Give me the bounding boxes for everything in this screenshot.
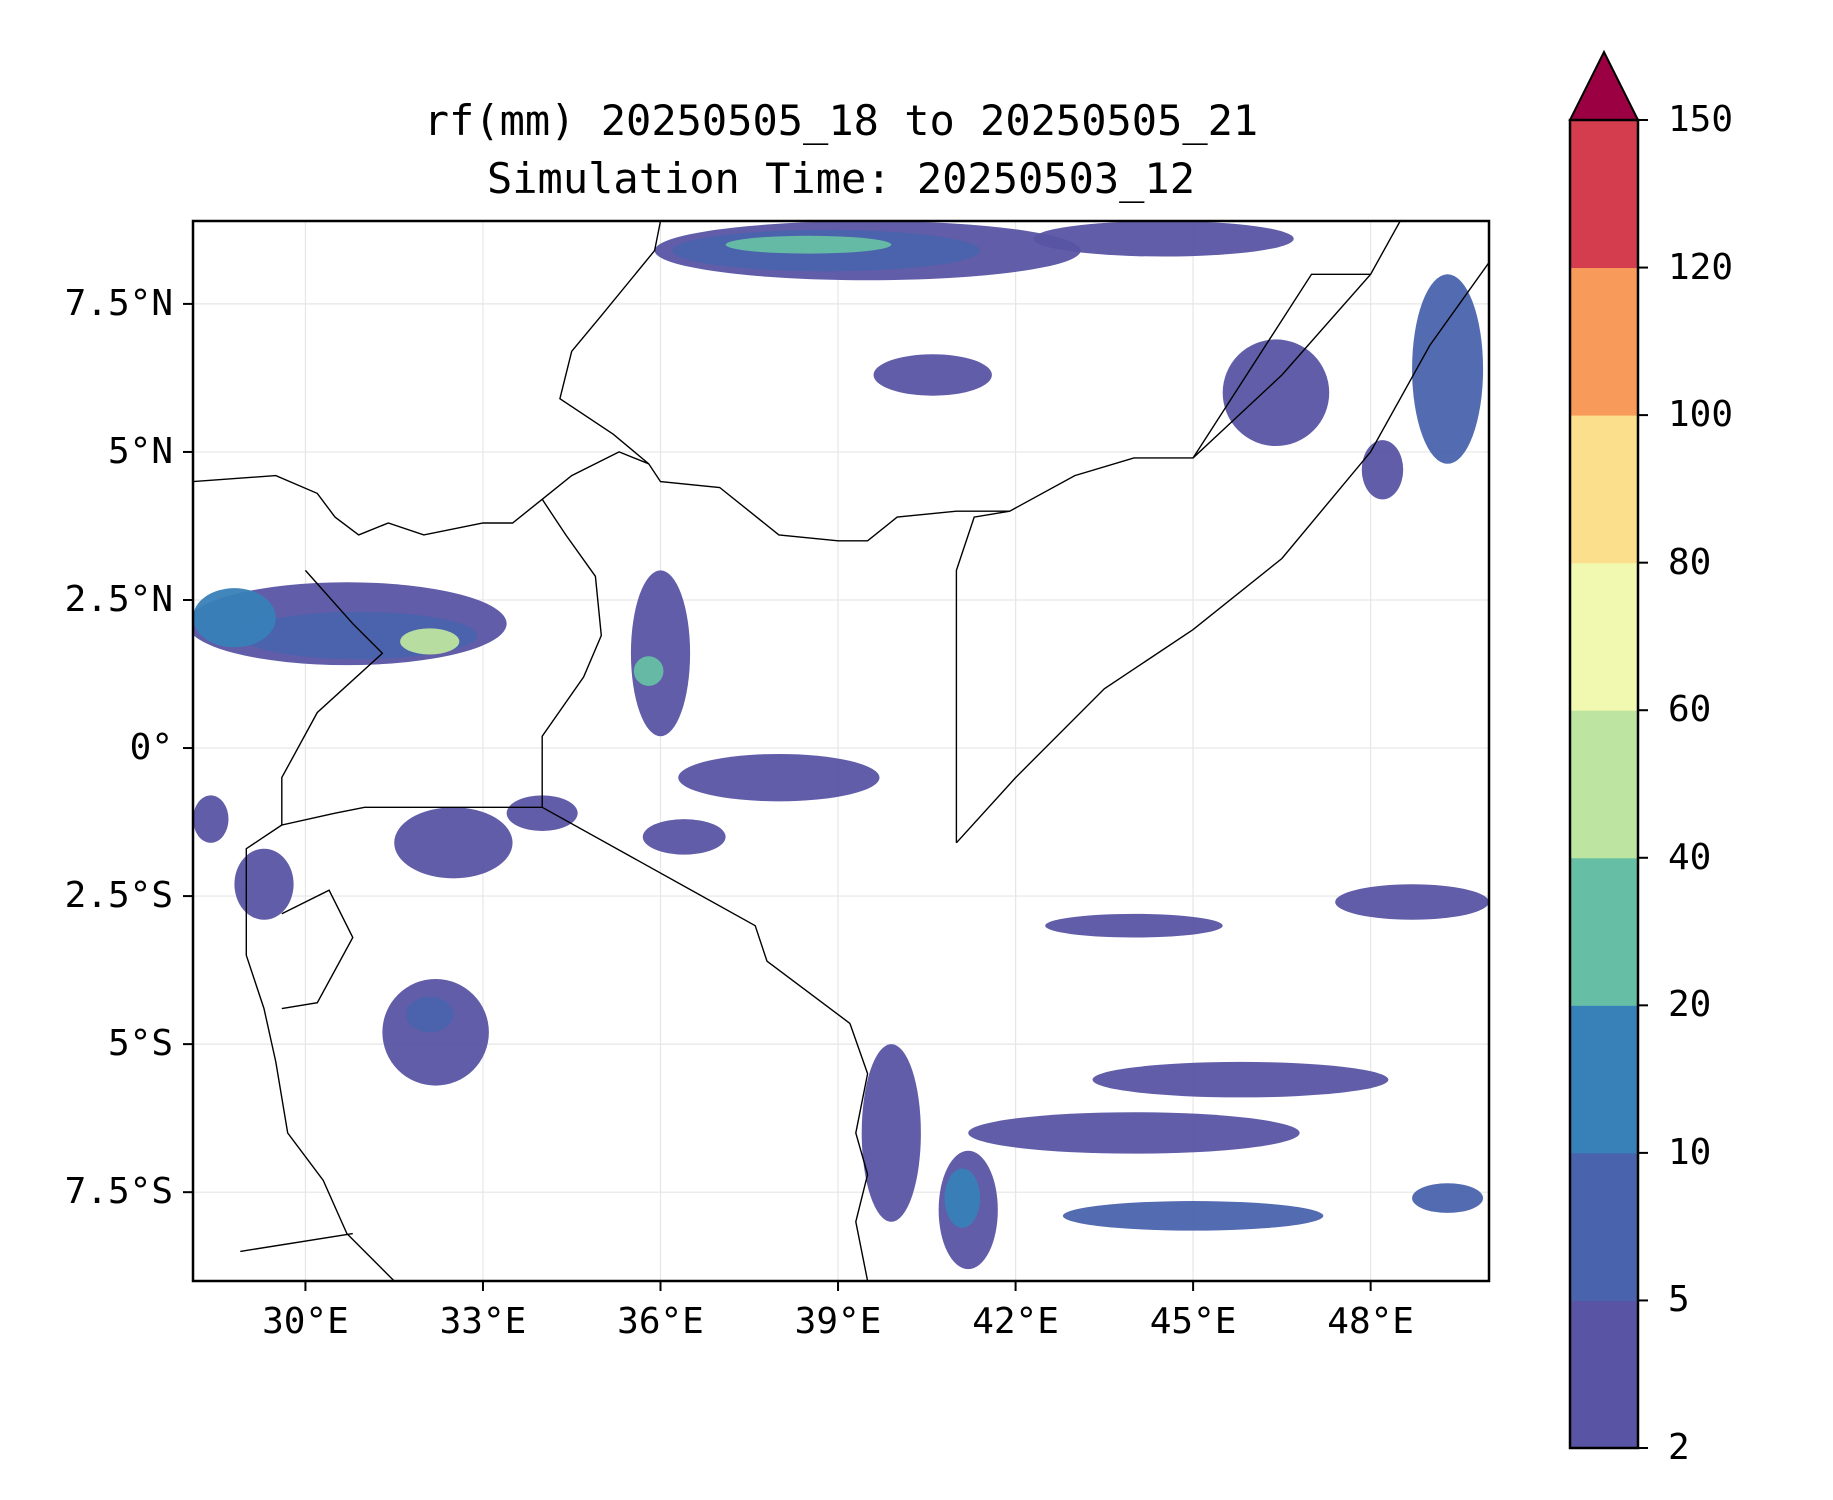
colorbar-tick-label: 60 <box>1668 689 1712 731</box>
rain-cell <box>1092 1061 1389 1098</box>
country-borders <box>193 221 1489 1281</box>
axis-ticks <box>183 302 1372 1291</box>
colorbar-segment <box>1570 710 1638 859</box>
lon-tick-label: 36°E <box>617 1301 704 1342</box>
rain-cell <box>630 570 691 737</box>
border-line <box>281 569 543 826</box>
border-line <box>193 451 1010 542</box>
rain-cell <box>861 1044 921 1222</box>
colorbar <box>1568 49 1648 1450</box>
rain-cell <box>1033 221 1294 257</box>
border-line <box>955 221 1401 843</box>
lat-tick-label: 2.5°N <box>64 578 173 620</box>
lat-tick-label: 7.5°N <box>64 282 173 324</box>
lat-tick-label: 2.5°S <box>64 875 173 917</box>
chart-title: rf(mm) 20250505_18 to 20250505_21 <box>423 96 1259 145</box>
colorbar-tick-label: 80 <box>1668 541 1712 583</box>
rain-cell <box>1335 884 1489 920</box>
colorbar-segment <box>1570 1300 1638 1449</box>
rain-cell <box>873 354 992 396</box>
border-line <box>541 806 851 1024</box>
chart-subtitle: Simulation Time: 20250503_12 <box>486 154 1195 203</box>
border-line <box>559 221 662 465</box>
rain-cell <box>193 795 229 843</box>
lon-tick-label: 39°E <box>794 1301 882 1342</box>
lat-tick-label: 7.5°S <box>64 1171 173 1213</box>
rain-cell <box>400 628 460 655</box>
rain-cell <box>1412 274 1484 464</box>
rain-cell <box>1062 1201 1324 1231</box>
border-line <box>955 262 1489 844</box>
lon-tick-label: 33°E <box>439 1301 527 1342</box>
rainfall-field <box>193 221 1489 1270</box>
colorbar-tick-label: 5 <box>1668 1279 1690 1321</box>
colorbar-segment <box>1570 415 1638 564</box>
colorbar-tick-label: 150 <box>1668 99 1734 140</box>
rain-cell <box>642 819 726 855</box>
map-frame <box>191 219 1491 1283</box>
border-line <box>240 1232 353 1253</box>
rain-cell <box>725 235 892 254</box>
rain-cell <box>406 996 454 1033</box>
rain-cell <box>234 848 294 920</box>
lat-tick-label: 5°N <box>107 430 173 472</box>
border-line <box>849 1023 869 1281</box>
colorbar-tick-label: 100 <box>1668 394 1734 436</box>
colorbar-segment <box>1570 1005 1638 1154</box>
colorbar-extend-arrow <box>1568 49 1640 121</box>
rain-cell <box>678 753 880 802</box>
rain-cell <box>1412 1183 1484 1213</box>
rain-cell <box>1222 339 1330 447</box>
lon-tick-label: 42°E <box>972 1301 1059 1342</box>
lat-tick-label: 0° <box>129 727 173 769</box>
colorbar-segment <box>1570 562 1638 711</box>
lat-tick-label: 5°S <box>107 1023 173 1065</box>
colorbar-segment <box>1570 1152 1638 1301</box>
rain-cell <box>944 1168 981 1228</box>
lon-tick-label: 48°E <box>1327 1301 1414 1342</box>
colorbar-frame <box>1568 118 1640 1450</box>
colorbar-segment <box>1570 857 1638 1006</box>
colorbar-segment <box>1570 267 1638 416</box>
colorbar-segment <box>1570 120 1638 269</box>
border-line <box>281 889 354 1010</box>
rain-cell <box>394 807 513 879</box>
rain-cell <box>382 978 489 1086</box>
rain-cell <box>1045 913 1223 938</box>
colorbar-tick-label: 10 <box>1668 1131 1712 1173</box>
rain-cell <box>193 588 276 648</box>
colorbar-tick-label: 120 <box>1668 246 1734 288</box>
border-line <box>245 824 395 1281</box>
border-line <box>1192 273 1371 459</box>
rain-cell <box>633 656 664 686</box>
colorbar-tick-label: 40 <box>1668 836 1712 878</box>
colorbar-tick-label: 2 <box>1668 1427 1690 1468</box>
colorbar-tick-label: 20 <box>1668 984 1712 1026</box>
lon-tick-label: 45°E <box>1149 1301 1237 1342</box>
rain-cell <box>1361 440 1404 500</box>
lon-tick-label: 30°E <box>262 1301 349 1342</box>
rain-cell <box>968 1112 1300 1154</box>
border-line <box>541 498 603 808</box>
rain-cell <box>506 795 578 831</box>
